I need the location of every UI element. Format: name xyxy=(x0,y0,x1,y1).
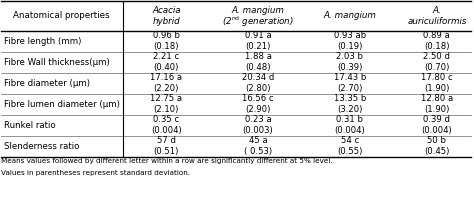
Text: 20.34 d
(2.80): 20.34 d (2.80) xyxy=(242,73,274,93)
Text: (2$^{\rm nd}$ generation): (2$^{\rm nd}$ generation) xyxy=(222,15,294,29)
Text: Values in parentheses represent standard deviation.: Values in parentheses represent standard… xyxy=(1,170,191,175)
Text: 2.21 c
(0.40): 2.21 c (0.40) xyxy=(153,52,180,72)
Text: Anatomical properties: Anatomical properties xyxy=(13,11,110,20)
Text: 0.39 d
(0.004): 0.39 d (0.004) xyxy=(421,115,452,135)
Text: 12.80 a
(1.90): 12.80 a (1.90) xyxy=(421,94,453,114)
Text: 1.88 a
(0.48): 1.88 a (0.48) xyxy=(245,52,272,72)
Text: 2.03 b
(0.39): 2.03 b (0.39) xyxy=(337,52,363,72)
Text: 17.43 b
(2.70): 17.43 b (2.70) xyxy=(334,73,366,93)
Text: 17.16 a
(2.20): 17.16 a (2.20) xyxy=(150,73,182,93)
Text: Runkel ratio: Runkel ratio xyxy=(4,121,56,130)
Text: Fibre Wall thickness(μm): Fibre Wall thickness(μm) xyxy=(4,58,110,67)
Text: 0.89 a
(0.18): 0.89 a (0.18) xyxy=(423,31,450,51)
Text: 17.80 c
(1.90): 17.80 c (1.90) xyxy=(421,73,453,93)
Text: 50 b
(0.45): 50 b (0.45) xyxy=(424,136,449,156)
Text: 0.91 a
(0.21): 0.91 a (0.21) xyxy=(245,31,272,51)
Text: A.
auriculiformis: A. auriculiformis xyxy=(407,6,466,26)
Text: Slenderness ratio: Slenderness ratio xyxy=(4,142,80,151)
Text: Fibre length (mm): Fibre length (mm) xyxy=(4,37,82,46)
Text: 12.75 a
(2.10): 12.75 a (2.10) xyxy=(150,94,182,114)
Text: Fibre lumen diameter (μm): Fibre lumen diameter (μm) xyxy=(4,100,120,109)
Text: Fibre diameter (μm): Fibre diameter (μm) xyxy=(4,79,91,88)
Text: 54 c
(0.55): 54 c (0.55) xyxy=(337,136,363,156)
Text: Means values followed by different letter within a row are significantly differe: Means values followed by different lette… xyxy=(1,158,333,164)
Text: 13.35 b
(3.20): 13.35 b (3.20) xyxy=(334,94,366,114)
Text: 16.56 c
(2.90): 16.56 c (2.90) xyxy=(242,94,274,114)
Text: A. mangium: A. mangium xyxy=(323,11,376,20)
Text: Acacia
hybrid: Acacia hybrid xyxy=(152,6,181,26)
Text: 0.31 b
(0.004): 0.31 b (0.004) xyxy=(335,115,365,135)
Text: A. mangium: A. mangium xyxy=(232,6,284,15)
Text: 0.93 ab
(0.19): 0.93 ab (0.19) xyxy=(334,31,366,51)
Text: 0.35 c
(0.004): 0.35 c (0.004) xyxy=(151,115,182,135)
Text: 57 d
(0.51): 57 d (0.51) xyxy=(154,136,179,156)
Text: 0.96 b
(0.18): 0.96 b (0.18) xyxy=(153,31,180,51)
Text: 2.50 d
(0.70): 2.50 d (0.70) xyxy=(423,52,450,72)
Text: 0.23 a
(0.003): 0.23 a (0.003) xyxy=(243,115,273,135)
Text: 45 a
( 0.53): 45 a ( 0.53) xyxy=(244,136,272,156)
